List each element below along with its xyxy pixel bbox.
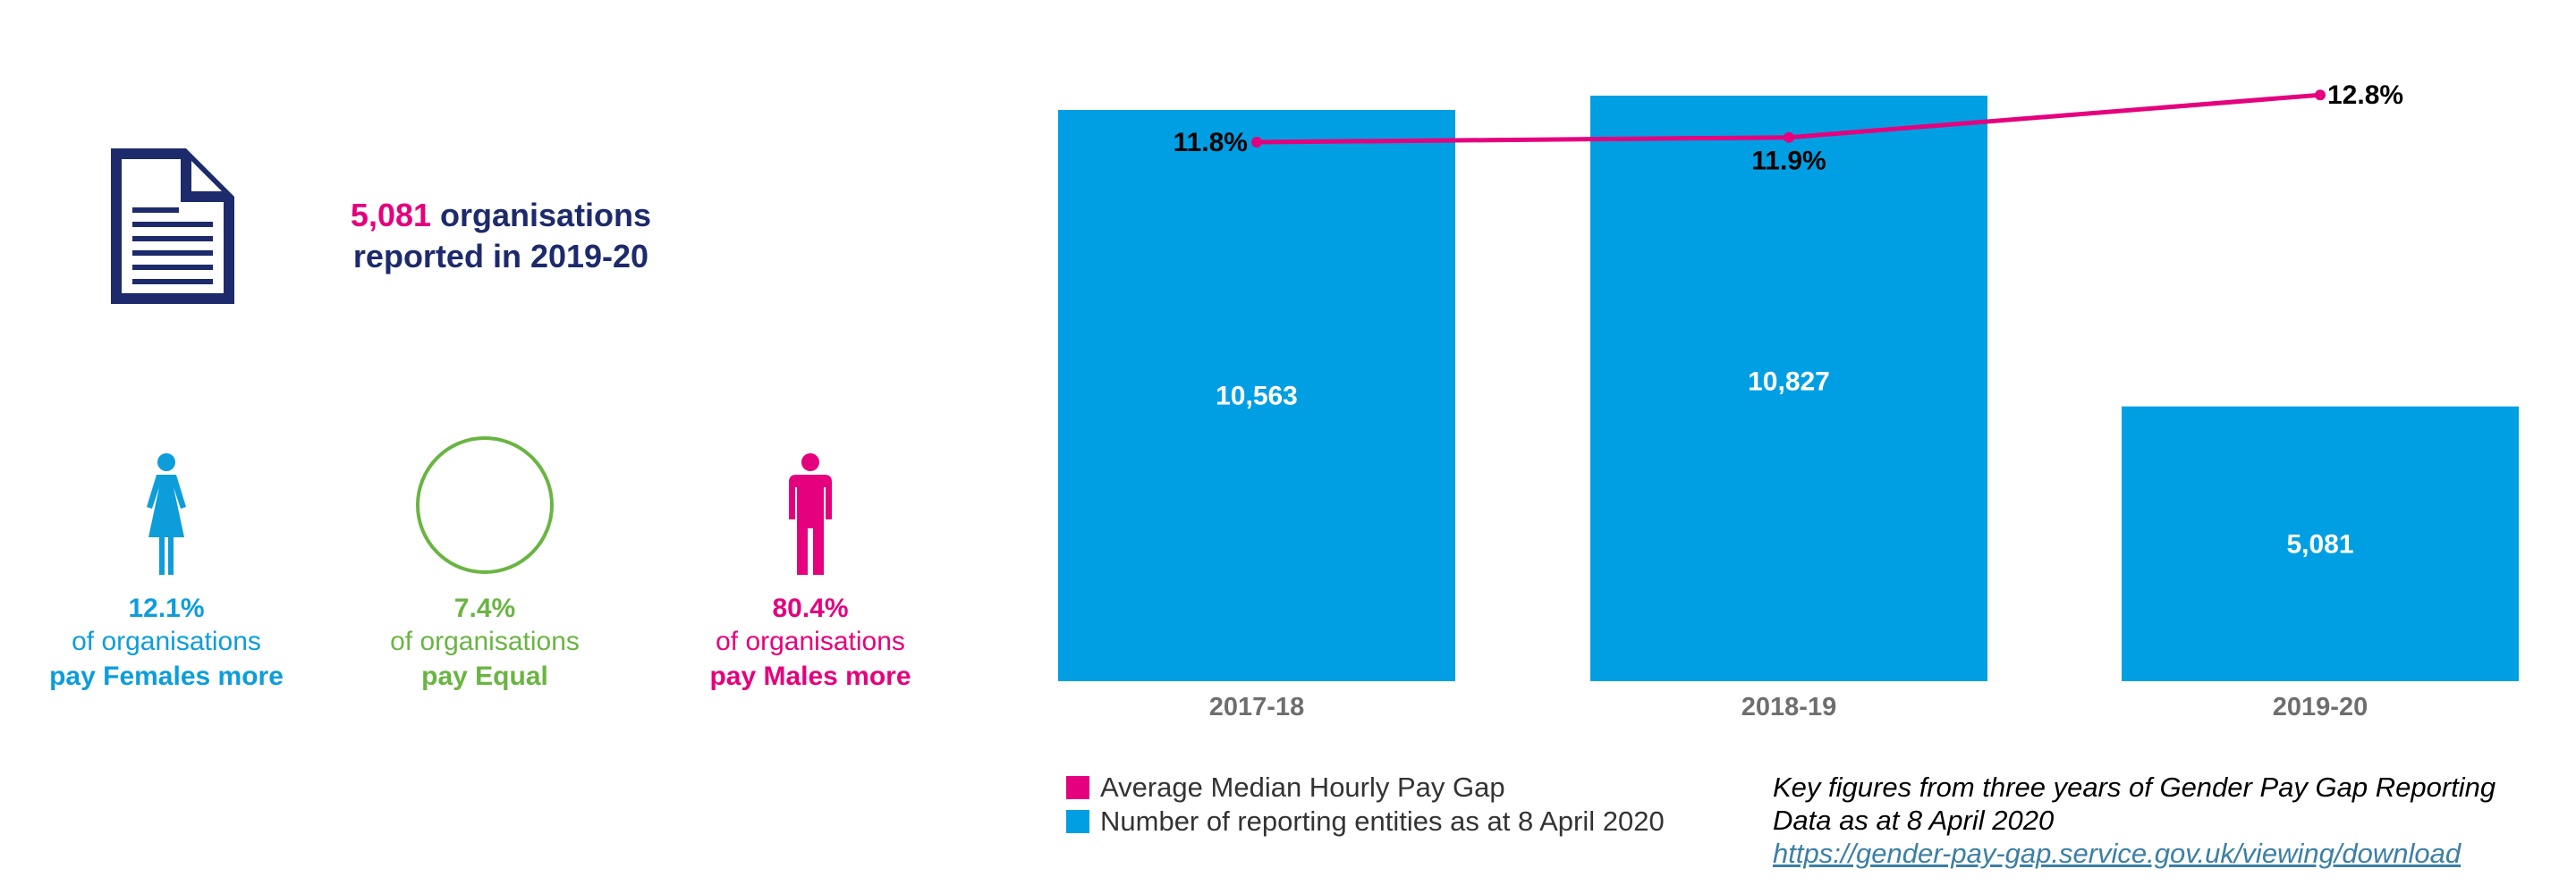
note-line1: Key figures from three years of Gender P… — [1773, 772, 2496, 803]
chart-legend: Average Median Hourly Pay Gap Number of … — [1066, 771, 1665, 839]
pay-gap-label: 11.8% — [1174, 128, 1248, 157]
bar-2017-18 — [1058, 109, 1455, 681]
source-note: Key figures from three years of Gender P… — [1773, 771, 2542, 870]
pay-gap-point — [1251, 137, 1262, 148]
circle-icon — [416, 436, 554, 574]
legend-swatch-pay-gap — [1066, 776, 1089, 799]
legend-label-entities: Number of reporting entities as at 8 Apr… — [1100, 805, 1665, 837]
bar-value-label: 10,563 — [1216, 381, 1298, 410]
headline-line2: reported in 2019-20 — [352, 238, 649, 274]
source-link[interactable]: https://gender-pay-gap.service.gov.uk/vi… — [1773, 838, 2462, 869]
note-line2: Data as at 8 April 2020 — [1773, 805, 2055, 836]
legend-label-pay-gap: Average Median Hourly Pay Gap — [1100, 772, 1505, 803]
pay-gap-label: 12.8% — [2327, 80, 2403, 110]
stat-female: 12.1% of organisations pay Females more — [5, 443, 327, 695]
pay-gap-label: 11.9% — [1751, 147, 1826, 176]
bar-value-label: 10,827 — [1748, 367, 1830, 397]
bar-2019-20 — [2122, 406, 2519, 681]
stat-male: 80.4% of organisations pay Males more — [649, 443, 971, 695]
stat-male-pays: pay Males more — [709, 662, 911, 691]
stat-female-of: of organisations — [72, 627, 261, 656]
headline-count: 5,081 — [350, 197, 432, 233]
stat-equal-pays: pay Equal — [421, 662, 548, 691]
headline-line1: organisations — [431, 197, 652, 233]
stat-male-pct: 80.4% — [772, 594, 849, 623]
pay-gap-point — [2315, 89, 2326, 101]
bar-value-label: 5,081 — [2286, 529, 2353, 559]
document-icon — [111, 148, 234, 304]
legend-item-entities: Number of reporting entities as at 8 Apr… — [1066, 805, 1665, 839]
stat-equal-of: of organisations — [390, 627, 580, 656]
stat-equal: 7.4% of organisations pay Equal — [324, 436, 646, 695]
category-label: 2018-19 — [1741, 693, 1836, 721]
male-figure-icon — [789, 453, 832, 575]
category-label: 2019-20 — [2273, 693, 2368, 721]
headline: 5,081 organisations reported in 2019-20 — [295, 195, 707, 277]
stat-male-of: of organisations — [716, 627, 905, 656]
pay-gap-point — [1784, 131, 1794, 143]
stat-female-pct: 12.1% — [128, 594, 205, 623]
legend-item-pay-gap: Average Median Hourly Pay Gap — [1066, 771, 1665, 805]
female-figure-icon — [147, 453, 186, 575]
stat-female-pays: pay Females more — [49, 662, 284, 691]
category-label: 2017-18 — [1209, 693, 1304, 721]
legend-swatch-entities — [1066, 810, 1089, 833]
stat-equal-pct: 7.4% — [453, 594, 516, 623]
bar-2018-19 — [1590, 96, 1987, 681]
